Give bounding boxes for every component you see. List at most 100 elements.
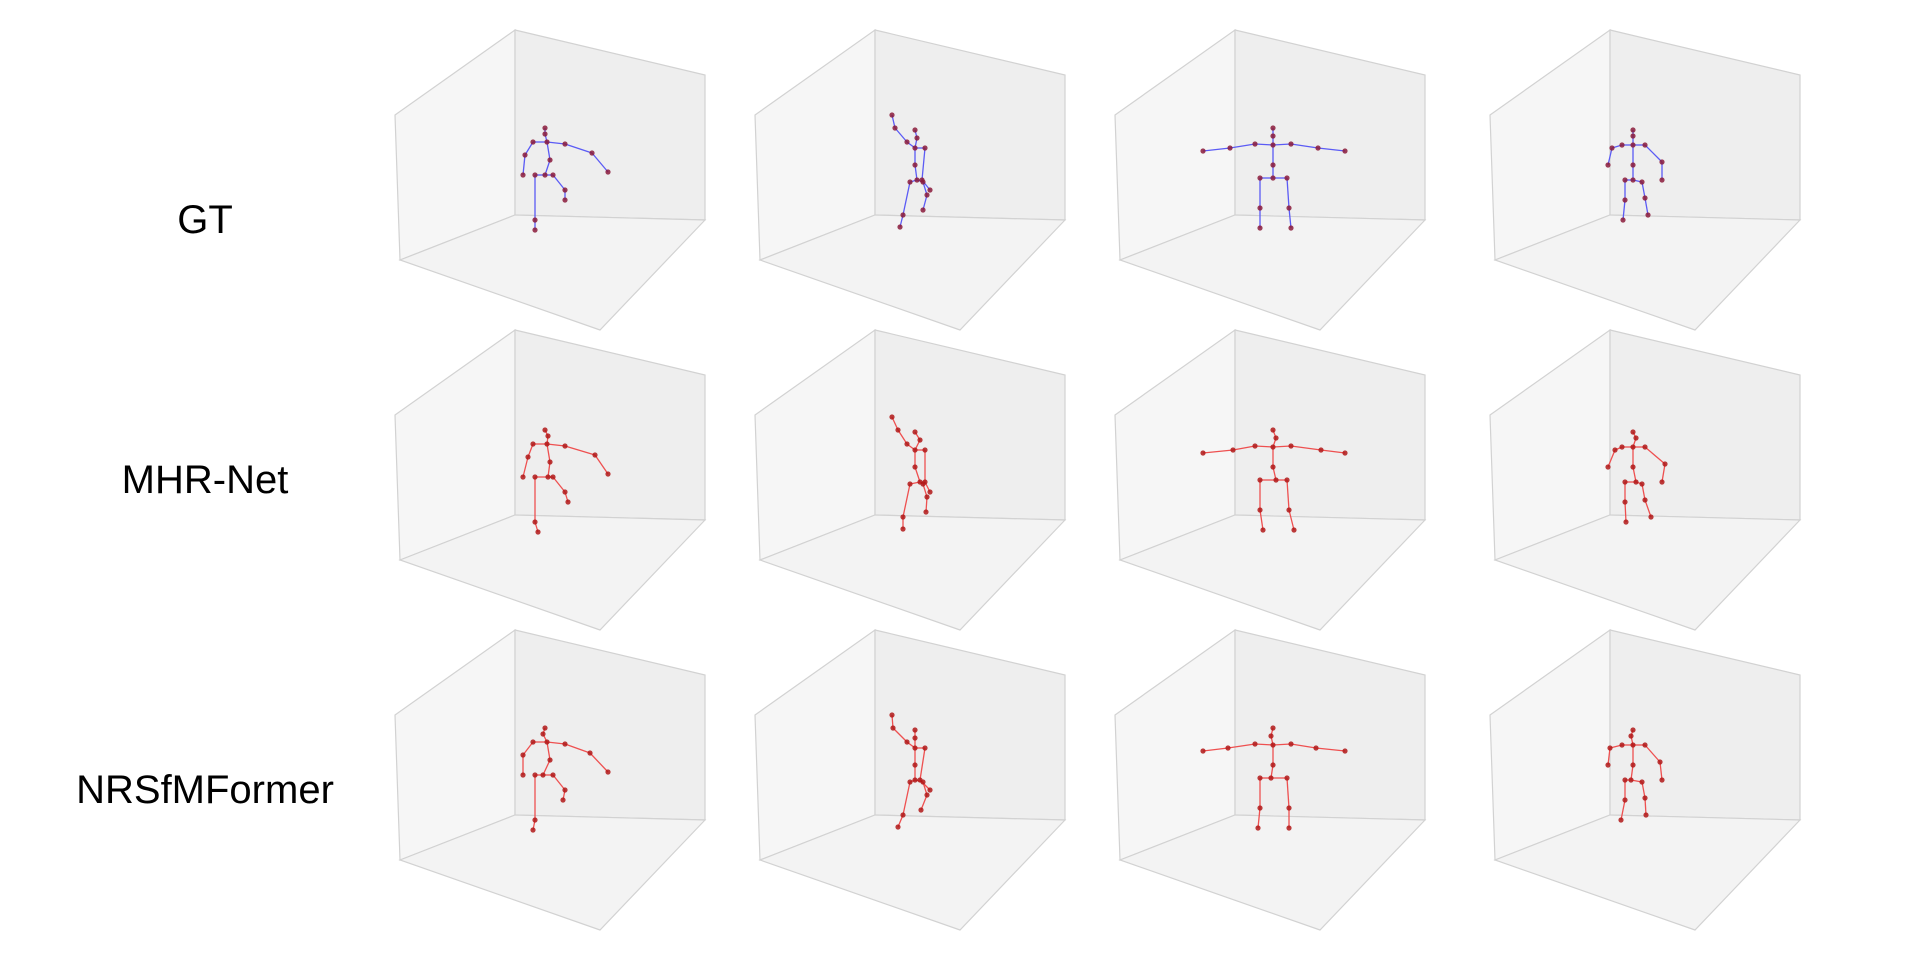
skeleton-bone xyxy=(1286,777,1290,809)
skeleton-joint xyxy=(897,224,903,230)
skeleton xyxy=(520,725,611,833)
skeleton xyxy=(1605,429,1668,525)
skeleton-joint xyxy=(1284,175,1290,181)
box-floor xyxy=(1493,214,1802,331)
skeleton-joint xyxy=(922,479,928,485)
skeleton-joint xyxy=(1270,762,1276,768)
skeleton-joint xyxy=(900,812,906,818)
skeleton-joint xyxy=(544,139,550,145)
skeleton-joint xyxy=(1633,479,1639,485)
skeleton-joint xyxy=(924,494,930,500)
skeleton-joint xyxy=(1659,777,1665,783)
skeleton-joint xyxy=(918,807,924,813)
skeleton-bone xyxy=(564,143,593,154)
skeleton-joint xyxy=(927,489,933,495)
box-floor xyxy=(398,514,707,631)
box-back-wall xyxy=(874,29,1066,221)
skeleton-bone xyxy=(1607,147,1613,166)
pose-panel-r2-c2 xyxy=(754,328,1067,631)
skeleton-joint xyxy=(1605,762,1611,768)
skeleton-joint xyxy=(565,499,571,505)
skeleton-joint xyxy=(1270,142,1276,148)
skeleton-joint xyxy=(1270,162,1276,168)
skeleton-joint xyxy=(587,750,593,756)
box-floor xyxy=(1118,814,1427,931)
skeleton-joint xyxy=(1200,148,1206,154)
skeleton-joint xyxy=(912,464,918,470)
skeleton-bone xyxy=(1644,797,1647,816)
skeleton xyxy=(1605,127,1665,223)
skeleton-joint xyxy=(1291,527,1297,533)
skeleton-joint xyxy=(1642,795,1648,801)
skeleton-bone xyxy=(1317,147,1346,152)
skeleton-bone xyxy=(1288,509,1295,531)
skeleton-joint xyxy=(907,779,913,785)
skeleton-joint xyxy=(1630,177,1636,183)
skeleton-joint xyxy=(1639,179,1645,185)
pose-panel-r3-c1 xyxy=(394,628,707,931)
skeleton-bone xyxy=(594,454,609,475)
skeleton-joint xyxy=(562,141,568,147)
skeleton-bone xyxy=(894,127,908,143)
skeleton-joint xyxy=(1284,477,1290,483)
pose-panel-r1-c1 xyxy=(394,28,707,331)
skeleton-bone xyxy=(1227,743,1256,749)
skeleton-joint xyxy=(530,441,536,447)
skeleton-joint xyxy=(1642,195,1648,201)
row-label-nrsfmformer: NRSfMFormer xyxy=(76,768,334,812)
skeleton-joint xyxy=(547,757,553,763)
pose-panel-r1-c2 xyxy=(754,28,1067,331)
box-back-wall xyxy=(874,329,1066,521)
pose-panel-r2-c3 xyxy=(1114,328,1427,631)
skeleton-joint xyxy=(1313,745,1319,751)
box-back-wall xyxy=(514,629,706,821)
skeleton-joint xyxy=(520,172,526,178)
skeleton-bone xyxy=(1257,807,1261,829)
skeleton-joint xyxy=(1639,481,1645,487)
skeleton-bone xyxy=(1254,143,1274,146)
skeleton-joint xyxy=(927,787,933,793)
skeleton-joint xyxy=(540,772,546,778)
skeleton-joint xyxy=(1230,447,1236,453)
skeleton-bone xyxy=(1641,781,1646,799)
row-label-gt: GT xyxy=(177,198,233,242)
pose-panel-r2-c4 xyxy=(1489,328,1802,631)
skeleton-bone xyxy=(1288,207,1292,229)
skeleton-joint xyxy=(1619,142,1625,148)
skeleton-joint xyxy=(1252,141,1258,147)
skeleton-joint xyxy=(922,145,928,151)
skeleton-joint xyxy=(1605,464,1611,470)
skeleton-joint xyxy=(547,459,553,465)
skeleton-joint xyxy=(1639,779,1645,785)
pose-panel-r3-c3 xyxy=(1114,628,1427,931)
skeleton-bone xyxy=(1644,197,1649,216)
skeleton-joint xyxy=(530,827,536,833)
skeleton-bone xyxy=(1659,761,1663,781)
skeleton-joint xyxy=(522,152,528,158)
skeleton-joint xyxy=(544,441,550,447)
skeleton-joint xyxy=(1200,450,1206,456)
skeleton-joint xyxy=(1255,825,1261,831)
skeleton-joint xyxy=(922,447,928,453)
skeleton xyxy=(520,125,611,233)
skeleton-joint xyxy=(907,179,913,185)
box-back-wall xyxy=(514,329,706,521)
skeleton-joint xyxy=(1642,497,1648,503)
skeleton-joint xyxy=(562,489,568,495)
skeleton-bone xyxy=(914,466,921,483)
skeleton-joint xyxy=(1288,141,1294,147)
skeleton-joint xyxy=(922,745,928,751)
skeleton-bone xyxy=(522,741,534,756)
skeleton-joint xyxy=(1628,777,1634,783)
skeleton-joint xyxy=(542,172,548,178)
skeleton-joint xyxy=(1227,145,1233,151)
skeleton-joint xyxy=(1630,464,1636,470)
skeleton-joint xyxy=(592,452,598,458)
skeleton-joint xyxy=(904,139,910,145)
skeleton-joint xyxy=(560,797,566,803)
skeleton-joint xyxy=(1630,133,1636,139)
skeleton-joint xyxy=(1342,148,1348,154)
skeleton-joint xyxy=(1619,444,1625,450)
skeleton-bone xyxy=(1259,509,1264,531)
